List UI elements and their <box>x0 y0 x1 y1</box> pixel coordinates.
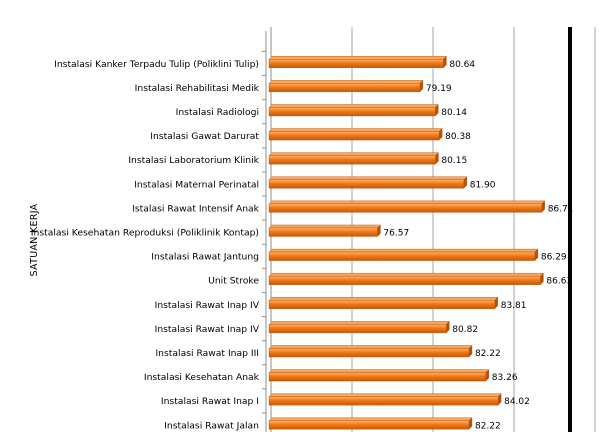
bar <box>268 420 470 430</box>
bar-top-face <box>268 417 473 421</box>
bar-top-face <box>268 200 546 205</box>
data-label: 84.02 <box>504 397 530 407</box>
data-label: 82.22 <box>475 349 501 359</box>
bar-top-face <box>268 345 473 349</box>
bar-top-face <box>268 248 539 253</box>
data-label: 86.29 <box>541 253 567 263</box>
data-label: 83.81 <box>501 301 527 311</box>
data-label: 80.82 <box>452 325 478 335</box>
bar-top-face <box>268 224 381 229</box>
bar <box>268 203 542 213</box>
bar <box>268 348 470 358</box>
category-label: Instalasi Rawat Jalan <box>164 420 259 431</box>
bar <box>268 324 447 334</box>
bar-top-face <box>268 152 439 156</box>
category-label: Instalasi Rawat Inap III <box>155 348 259 359</box>
data-label: 80.15 <box>441 156 467 166</box>
category-label: Instalasi Kanker Terpadu Tulip (Poliklin… <box>54 59 259 70</box>
category-label: Instalasi Laboratorium Klinik <box>128 155 259 166</box>
bar <box>268 227 378 237</box>
right-black-bar <box>568 27 572 432</box>
y-axis-title: SATUAN KERJA <box>29 203 40 276</box>
category-label: Instalasi Radiologi <box>176 107 259 118</box>
bar <box>268 179 464 189</box>
category-label: Instalasi Rawat Inap IV <box>155 300 260 311</box>
bar-top-face <box>268 321 450 325</box>
bar <box>268 59 444 68</box>
bar-top-face <box>268 176 468 180</box>
bar-top-face <box>268 393 502 397</box>
data-label: 80.14 <box>441 108 467 118</box>
category-label: Istalasi Rawat Intensif Anak <box>132 203 259 214</box>
data-label: 79.19 <box>426 84 452 94</box>
category-label: Instalasi Rehabilitasi Medik <box>135 83 260 94</box>
data-label: 80.38 <box>445 132 471 142</box>
bar <box>268 372 487 382</box>
bar <box>268 275 541 285</box>
data-label: 76.57 <box>383 229 409 239</box>
bar <box>268 83 421 93</box>
category-label: Instalasi Kesehatan Reproduksi (Poliklin… <box>31 228 259 239</box>
bar <box>268 131 440 141</box>
category-label: Instalasi Maternal Perinatal <box>134 179 259 190</box>
data-label: 86.71 <box>548 204 574 214</box>
data-label: 82.22 <box>475 421 501 431</box>
bar-top-face <box>268 297 499 301</box>
bar <box>268 155 436 165</box>
bar-top-face <box>268 104 439 108</box>
bar <box>268 107 436 117</box>
bar <box>268 300 495 309</box>
data-label: 81.90 <box>470 180 496 190</box>
data-label: 83.26 <box>492 373 518 383</box>
data-label: 86.63 <box>546 277 572 287</box>
category-label: Instalasi Rawat Inap I <box>161 396 259 407</box>
bar-top-face <box>268 80 424 84</box>
bar-top-face <box>268 56 447 60</box>
category-label: Instalasi Rawat Inap IV <box>155 324 260 335</box>
bar-top-face <box>268 128 443 132</box>
bar <box>268 396 499 406</box>
bar-top-face <box>268 369 490 373</box>
data-label: 80.64 <box>449 60 475 70</box>
bar <box>268 251 536 261</box>
category-label: Unit Stroke <box>208 276 259 287</box>
category-label: Instalasi Gawat Darurat <box>150 131 259 142</box>
category-label: Instalasi Rawat Jantung <box>151 252 259 263</box>
bar-top-face <box>268 272 544 277</box>
category-label: Instalasi Kesehatan Anak <box>144 372 260 383</box>
